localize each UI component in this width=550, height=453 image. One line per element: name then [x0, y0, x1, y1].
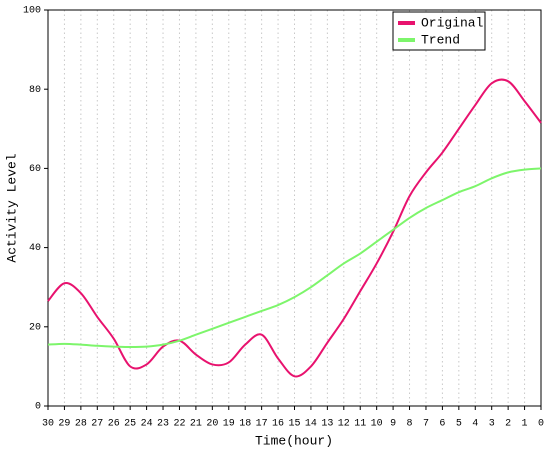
x-tick-label: 10 [371, 419, 383, 430]
x-tick-label: 3 [489, 419, 495, 430]
x-tick-label: 22 [173, 419, 185, 430]
x-tick-label: 20 [206, 419, 218, 430]
x-tick-label: 12 [338, 419, 350, 430]
x-tick-label: 27 [91, 419, 103, 430]
x-tick-label: 2 [505, 419, 511, 430]
x-tick-label: 1 [522, 419, 528, 430]
x-axis-label: Time(hour) [255, 433, 333, 448]
x-tick-label: 7 [423, 419, 429, 430]
x-tick-label: 18 [239, 419, 251, 430]
y-tick-label: 60 [29, 164, 41, 175]
x-tick-label: 26 [108, 419, 120, 430]
x-tick-label: 9 [390, 419, 396, 430]
x-tick-label: 6 [439, 419, 445, 430]
x-tick-label: 15 [288, 419, 300, 430]
x-tick-label: 5 [456, 419, 462, 430]
legend-label: Original [421, 15, 484, 30]
x-tick-label: 13 [321, 419, 333, 430]
x-tick-label: 25 [124, 419, 136, 430]
x-tick-label: 29 [58, 419, 70, 430]
x-tick-label: 16 [272, 419, 284, 430]
series-line [47, 78, 542, 378]
series-line [47, 167, 542, 348]
y-axis-label: Activity Level [4, 153, 19, 262]
y-tick-label: 100 [23, 6, 41, 17]
x-tick-label: 23 [157, 419, 169, 430]
x-tick-label: 14 [305, 419, 317, 430]
x-tick-label: 0 [538, 419, 544, 430]
x-tick-label: 4 [472, 419, 478, 430]
x-tick-label: 21 [190, 419, 202, 430]
legend-label: Trend [421, 32, 460, 47]
y-tick-label: 20 [29, 322, 41, 333]
legend-box [392, 11, 486, 51]
x-tick-label: 17 [256, 419, 268, 430]
x-tick-label: 28 [75, 419, 87, 430]
y-tick-label: 80 [29, 85, 41, 96]
plot-frame [47, 9, 542, 407]
x-tick-label: 8 [407, 419, 413, 430]
x-tick-label: 30 [42, 419, 54, 430]
x-tick-label: 24 [141, 419, 153, 430]
x-tick-label: 11 [354, 419, 366, 430]
x-tick-label: 19 [223, 419, 235, 430]
y-tick-label: 40 [29, 243, 41, 254]
y-tick-label: 0 [35, 402, 41, 413]
